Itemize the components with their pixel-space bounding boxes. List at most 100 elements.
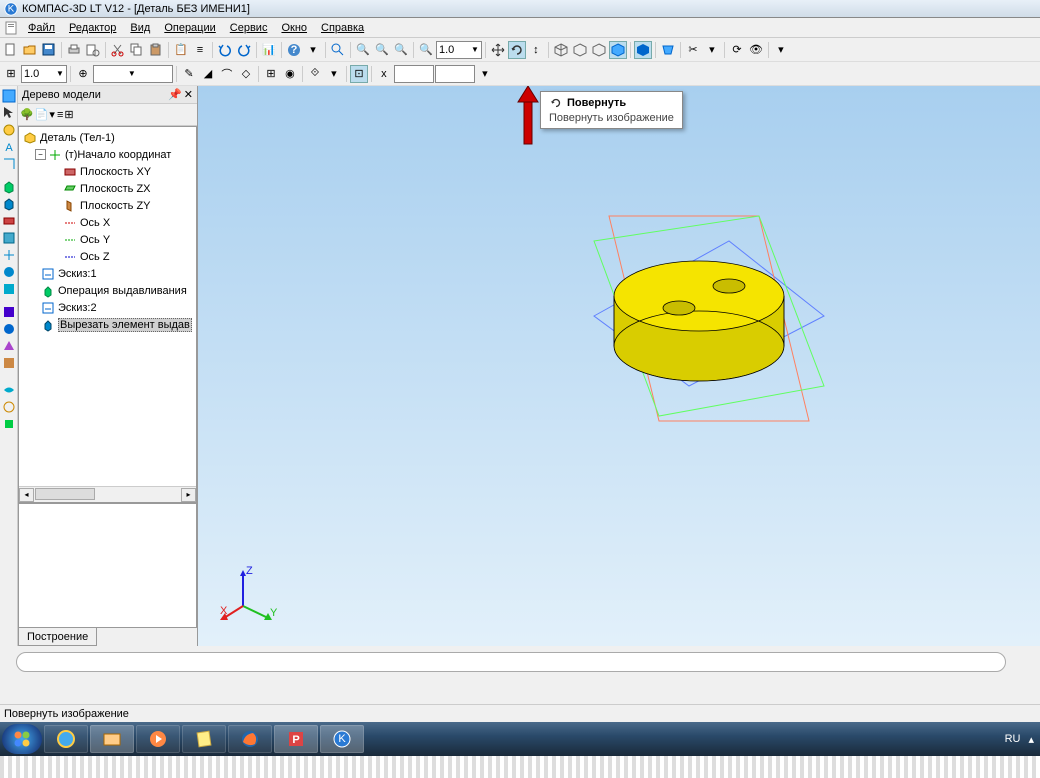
vtool-18-icon[interactable] — [1, 399, 17, 415]
dropdown4-icon[interactable]: ▾ — [325, 65, 343, 83]
dropdown2-icon[interactable]: ▾ — [703, 41, 721, 59]
coord-y-input[interactable] — [435, 65, 475, 83]
print-icon[interactable] — [65, 41, 83, 59]
vars-icon[interactable]: 📊 — [260, 41, 278, 59]
lcs-combo[interactable]: ▼ — [93, 65, 173, 83]
vtool-4-icon[interactable]: A — [1, 139, 17, 155]
vtool-16-icon[interactable] — [1, 355, 17, 371]
taskbar-explorer[interactable] — [90, 725, 134, 753]
language-indicator[interactable]: RU — [1005, 733, 1021, 745]
sketch-icon[interactable]: ✎ — [180, 65, 198, 83]
lcs-icon[interactable]: ⊕ — [74, 65, 92, 83]
menu-file[interactable]: Файл — [22, 20, 61, 36]
round-icon[interactable]: ◉ — [281, 65, 299, 83]
system-tray[interactable]: RU ▴ — [1005, 733, 1034, 746]
section-icon[interactable]: ✂ — [684, 41, 702, 59]
perspective-icon[interactable] — [659, 41, 677, 59]
rotate-icon[interactable] — [508, 41, 526, 59]
tree-mode3-icon[interactable]: ▾ — [49, 108, 55, 121]
tree-mode4-icon[interactable]: ≡ — [57, 109, 63, 121]
rebuild-icon[interactable]: ⟳ — [728, 41, 746, 59]
file-menu-icon[interactable] — [4, 20, 20, 36]
coord-x-icon[interactable]: x — [375, 65, 393, 83]
tree-sketch2[interactable]: Эскиз:2 — [21, 299, 194, 316]
vtool-select-icon[interactable] — [1, 105, 17, 121]
taskbar-notes[interactable] — [182, 725, 226, 753]
props-icon[interactable]: ≡ — [191, 41, 209, 59]
view-iso-icon[interactable] — [552, 41, 570, 59]
taskbar-firefox[interactable] — [228, 725, 272, 753]
command-input[interactable] — [16, 652, 1006, 672]
zoom-combo[interactable]: 1.0▼ — [436, 41, 482, 59]
zoom-fit-icon[interactable] — [329, 41, 347, 59]
tree-hscroll[interactable]: ◂▸ — [19, 486, 196, 502]
tree-mode2-icon[interactable]: 📄 — [35, 108, 49, 121]
vtool-15-icon[interactable] — [1, 338, 17, 354]
tree-sketch1[interactable]: Эскиз:1 — [21, 265, 194, 282]
tree-plane-zy[interactable]: Плоскость ZY — [21, 197, 194, 214]
tree-plane-zx[interactable]: Плоскость ZX — [21, 180, 194, 197]
vtool-9-icon[interactable] — [1, 230, 17, 246]
vtool-11-icon[interactable] — [1, 264, 17, 280]
open-icon[interactable] — [21, 41, 39, 59]
coord-x-input[interactable] — [394, 65, 434, 83]
new-icon[interactable] — [2, 41, 20, 59]
vtool-14-icon[interactable] — [1, 321, 17, 337]
tree-root[interactable]: Деталь (Тел-1) — [21, 129, 194, 146]
vtool-cut-icon[interactable] — [1, 196, 17, 212]
view-hidden-icon[interactable] — [590, 41, 608, 59]
start-button[interactable] — [2, 724, 42, 754]
save-icon[interactable] — [40, 41, 58, 59]
menu-service[interactable]: Сервис — [224, 20, 274, 36]
panel-pin-icon[interactable]: 📌 — [168, 88, 182, 101]
zoom-window-icon[interactable]: 🔍 — [354, 41, 372, 59]
vtool-10-icon[interactable] — [1, 247, 17, 263]
taskbar-kompas[interactable]: K — [320, 725, 364, 753]
view-shaded-icon[interactable] — [609, 41, 627, 59]
tray-arrow-icon[interactable]: ▴ — [1028, 733, 1034, 746]
dropdown5-icon[interactable]: ▾ — [476, 65, 494, 83]
snap3-icon[interactable]: ◇ — [237, 65, 255, 83]
ortho-icon[interactable]: ⊞ — [262, 65, 280, 83]
param-icon[interactable]: ⟐ — [306, 65, 324, 83]
taskbar[interactable]: P K RU ▴ — [0, 722, 1040, 756]
assoc-icon[interactable]: ⊡ — [350, 65, 368, 83]
copy-icon[interactable] — [128, 41, 146, 59]
panel-close-icon[interactable]: ✕ — [184, 88, 193, 101]
dropdown-icon[interactable]: ▾ — [304, 41, 322, 59]
tree-mode5-icon[interactable]: ⊞ — [64, 108, 73, 121]
redo-icon[interactable] — [235, 41, 253, 59]
zoom-scale-icon[interactable]: 🔍 — [417, 41, 435, 59]
vtool-8-icon[interactable] — [1, 213, 17, 229]
vtool-3-icon[interactable] — [1, 122, 17, 138]
zoom-in-icon[interactable]: 🔍 — [373, 41, 391, 59]
menu-editor[interactable]: Редактор — [63, 20, 122, 36]
view-wire-icon[interactable] — [571, 41, 589, 59]
dropdown3-icon[interactable]: ▾ — [772, 41, 790, 59]
pan-icon[interactable] — [489, 41, 507, 59]
tree-plane-xy[interactable]: Плоскость XY — [21, 163, 194, 180]
vtool-5-icon[interactable] — [1, 156, 17, 172]
tree-axis-y[interactable]: Ось Y — [21, 231, 194, 248]
snap2-icon[interactable]: ⌒ — [218, 65, 236, 83]
viewport-3d[interactable]: Z Y X — [198, 86, 1040, 646]
vtool-extrude-icon[interactable] — [1, 179, 17, 195]
tree-cut[interactable]: Вырезать элемент выдав — [21, 316, 194, 333]
preview-icon[interactable] — [84, 41, 102, 59]
vtool-1-icon[interactable] — [1, 88, 17, 104]
taskbar-wmp[interactable] — [136, 725, 180, 753]
taskbar-ppt[interactable]: P — [274, 725, 318, 753]
hide-icon[interactable]: 👁 — [747, 41, 765, 59]
paste-icon[interactable] — [147, 41, 165, 59]
copy-props-icon[interactable]: 📋 — [172, 41, 190, 59]
grid-icon[interactable]: ⊞ — [2, 65, 20, 83]
menu-view[interactable]: Вид — [124, 20, 156, 36]
orient-icon[interactable]: ↕ — [527, 41, 545, 59]
help-icon[interactable]: ? — [285, 41, 303, 59]
tree-axis-z[interactable]: Ось Z — [21, 248, 194, 265]
panel-tab-build[interactable]: Построение — [18, 628, 97, 646]
scale-combo[interactable]: 1.0▼ — [21, 65, 67, 83]
cut-icon[interactable] — [109, 41, 127, 59]
zoom-out-icon[interactable]: 🔍 — [392, 41, 410, 59]
model-tree[interactable]: Деталь (Тел-1) − (т)Начало координат Пло… — [18, 126, 197, 503]
